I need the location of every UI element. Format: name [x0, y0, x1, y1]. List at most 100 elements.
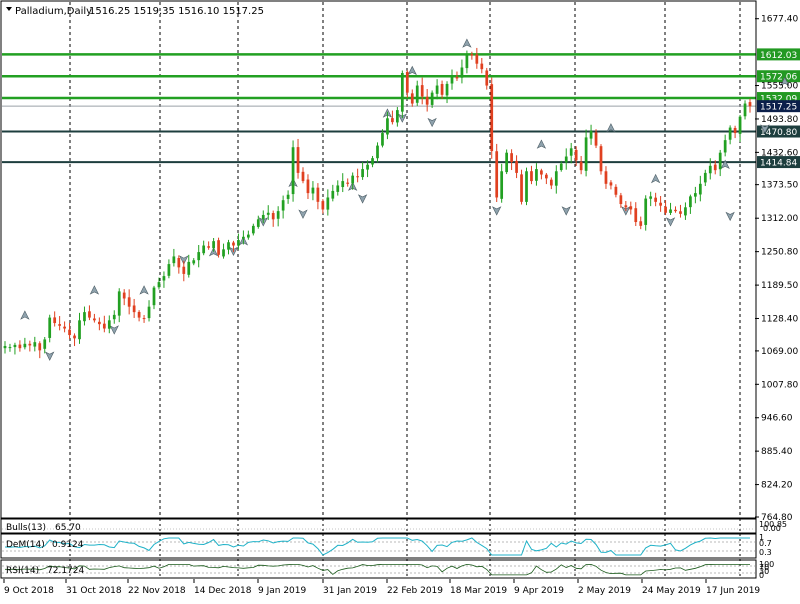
candle-body — [475, 54, 479, 64]
fractal-down-arrow-icon — [725, 211, 735, 222]
candle-body — [117, 291, 121, 316]
candle-body — [500, 171, 504, 199]
candle-body — [723, 140, 727, 153]
candle-body — [659, 202, 662, 206]
y-axis-tick-label: 1312.00 — [761, 214, 798, 224]
candle-body — [604, 171, 608, 184]
rsi-scale-70: 70 — [759, 563, 769, 572]
candle-body — [281, 200, 285, 211]
candle-body — [654, 197, 657, 202]
x-axis-tick-label: 9 Apr 2019 — [514, 586, 564, 596]
dem-indicator-line — [4, 537, 750, 556]
candle-body — [58, 324, 61, 326]
candle-body — [400, 72, 404, 112]
candle-body — [28, 343, 32, 346]
candle-body — [480, 63, 484, 70]
x-axis-tick-label: 2 May 2019 — [578, 586, 631, 596]
candle-body — [261, 214, 265, 219]
candle-body — [331, 190, 335, 199]
candle-body — [669, 209, 672, 213]
candle-body — [266, 212, 270, 215]
candle-body — [361, 169, 364, 178]
candle-body — [197, 252, 201, 261]
price-level-tag — [757, 48, 800, 61]
bulls-indicator-value: 65.70 — [55, 523, 81, 533]
candle-body — [574, 149, 578, 161]
candle-body — [227, 242, 230, 250]
fractal-up-arrow-icon — [606, 123, 616, 133]
candle-body — [301, 171, 305, 182]
candle-body — [366, 164, 369, 170]
candle-body — [112, 314, 116, 320]
fractal-up-arrow-icon — [720, 159, 730, 170]
candle-body — [207, 246, 210, 248]
fractal-up-arrow-icon — [139, 285, 149, 295]
candle-body — [520, 174, 523, 202]
x-axis-tick-label: 14 Dec 2018 — [194, 586, 252, 596]
candle-body — [336, 185, 340, 192]
symbol-menu-triangle-icon[interactable] — [6, 7, 12, 11]
fractal-down-arrow-icon — [109, 325, 119, 335]
bulls-indicator-name: Bulls(13) — [6, 523, 46, 533]
candle-body — [549, 179, 553, 186]
candle-body — [619, 195, 623, 205]
candle-body — [3, 345, 7, 349]
candle-body — [554, 171, 558, 186]
candle-body — [276, 211, 280, 219]
candle-body — [157, 282, 161, 288]
rsi-indicator-line — [4, 563, 750, 576]
y-axis-tick-label: 1250.80 — [761, 248, 798, 258]
candle-body — [535, 169, 538, 181]
candle-body — [738, 116, 742, 134]
candle-body — [346, 182, 350, 184]
candle-body — [107, 320, 111, 329]
fractal-down-arrow-icon — [179, 255, 189, 265]
x-axis-tick-label: 9 Jan 2019 — [258, 586, 306, 596]
x-axis-tick-label: 31 Jan 2019 — [323, 586, 377, 596]
candle-body — [391, 118, 394, 123]
candle-body — [410, 93, 414, 104]
candle-body — [629, 206, 633, 210]
candle-body — [515, 160, 518, 173]
candle-body — [644, 198, 648, 225]
candle-body — [251, 225, 255, 234]
rsi-indicator-value: 72.1724 — [47, 566, 84, 576]
rsi-scale-0: 0 — [759, 571, 764, 580]
candle-body — [83, 312, 86, 322]
candle-body — [167, 264, 171, 276]
price-level-label: 1572.06 — [760, 73, 797, 83]
candle-body — [430, 92, 434, 105]
candle-body — [703, 172, 707, 183]
candle-body — [460, 67, 464, 78]
price-level-label: 1414.84 — [760, 159, 797, 169]
y-axis-tick-label: 1493.80 — [761, 115, 798, 125]
candle-body — [142, 318, 146, 320]
candle-body — [718, 152, 722, 170]
fractal-down-arrow-icon — [760, 124, 770, 134]
candle-body — [624, 205, 628, 208]
y-axis-tick-label: 1373.50 — [761, 181, 798, 191]
candle-body — [440, 84, 444, 95]
candle-body — [634, 208, 638, 223]
x-axis-tick-label: 22 Feb 2019 — [387, 586, 443, 596]
fractal-up-arrow-icon — [780, 76, 790, 87]
candle-body — [247, 234, 250, 238]
x-axis-tick-label: 22 Nov 2018 — [128, 586, 186, 596]
y-axis-tick-label: 1432.60 — [761, 148, 798, 158]
price-level-label: 1612.03 — [760, 51, 797, 61]
candle-body — [505, 152, 508, 173]
candle-body — [435, 85, 439, 94]
bulls-scale-top: 100.85 — [759, 520, 787, 529]
dem-scale-1: 1 — [759, 533, 764, 542]
fractal-down-arrow-icon — [45, 351, 55, 361]
candle-body — [584, 137, 588, 171]
candle-body — [530, 171, 533, 182]
candle-body — [445, 83, 449, 96]
fractal-down-arrow-icon — [427, 117, 437, 128]
candle-body — [187, 261, 191, 275]
fractal-up-arrow-icon — [536, 139, 547, 149]
candle-body — [664, 206, 667, 213]
candle-body — [88, 311, 91, 318]
fractal-up-arrow-icon — [462, 38, 472, 48]
